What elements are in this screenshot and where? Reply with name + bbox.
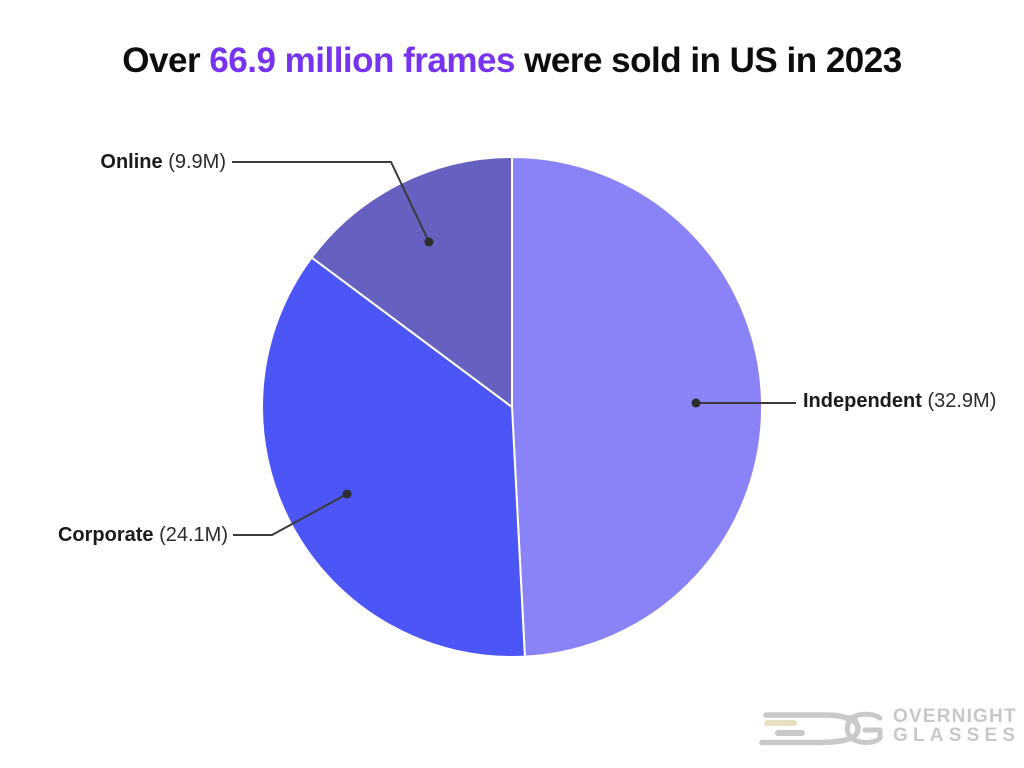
corporate-label: Corporate (24.1M) bbox=[0, 523, 228, 547]
logo-text-glasses: GLASSES bbox=[893, 725, 1021, 746]
title-highlight: 66.9 million frames bbox=[209, 41, 515, 80]
corporate-callout-line bbox=[233, 493, 348, 536]
online-label-name: Online bbox=[100, 151, 163, 173]
logo-text-overnight: OVERNIGHT bbox=[893, 706, 1017, 727]
corporate-label-name: Corporate bbox=[57, 524, 154, 546]
pie-chart bbox=[261, 156, 764, 659]
overnight-glasses-logo: OVERNIGHT GLASSES bbox=[752, 700, 1020, 760]
online-label-value: (9.9M) bbox=[168, 151, 226, 173]
logo-glasses-icon bbox=[759, 711, 883, 746]
title-suffix: were sold in US in 2023 bbox=[514, 41, 902, 80]
corporate-callout-dot bbox=[342, 489, 352, 499]
independent-callout-dot bbox=[691, 398, 701, 408]
logo-d-lens bbox=[759, 712, 861, 746]
corporate-label-value: (24.1M) bbox=[159, 524, 228, 546]
page-title: Over 66.9 million frames were sold in US… bbox=[0, 41, 1024, 81]
logo-g-lens bbox=[844, 711, 883, 745]
title-prefix: Over bbox=[122, 41, 210, 80]
independent-label-name: Independent bbox=[803, 390, 922, 412]
logo-wordmark: OVERNIGHT GLASSES bbox=[893, 707, 1020, 745]
online-label: Online (9.9M) bbox=[0, 150, 226, 174]
pie-slice-online bbox=[310, 156, 513, 408]
independent-label: Independent (32.9M) bbox=[803, 389, 996, 413]
pie-slice-independent bbox=[511, 156, 764, 658]
independent-label-value: (32.9M) bbox=[927, 390, 997, 412]
online-callout-line bbox=[232, 161, 430, 243]
online-callout-dot bbox=[424, 237, 434, 247]
